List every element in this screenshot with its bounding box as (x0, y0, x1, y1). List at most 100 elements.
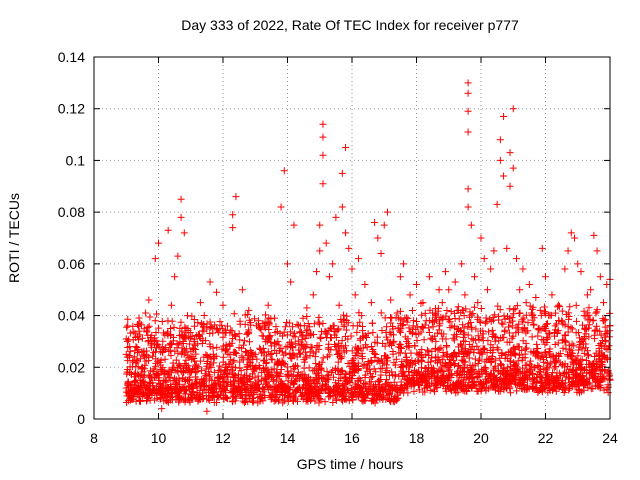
data-point (149, 352, 157, 360)
data-point (509, 369, 517, 377)
data-point (203, 320, 211, 328)
data-point (518, 316, 526, 324)
data-point (196, 299, 204, 307)
data-point (509, 345, 517, 353)
data-point (315, 313, 323, 321)
data-point (552, 362, 560, 370)
x-tick-label: 18 (409, 430, 425, 446)
data-point (252, 365, 260, 373)
data-point (450, 361, 458, 369)
data-point (273, 328, 281, 336)
data-point (503, 338, 511, 346)
data-point (532, 383, 540, 391)
data-point (256, 364, 264, 372)
data-point (325, 345, 333, 353)
data-point (396, 344, 404, 352)
data-point (161, 331, 169, 339)
data-point (225, 360, 233, 368)
data-point (142, 309, 150, 317)
data-point (575, 346, 583, 354)
data-point (361, 381, 369, 389)
data-point (478, 350, 486, 358)
data-point (568, 325, 576, 333)
data-point (179, 348, 187, 356)
data-point (232, 193, 240, 201)
data-point (366, 370, 374, 378)
data-point (249, 398, 257, 406)
data-points (122, 79, 614, 415)
data-point (169, 337, 177, 345)
data-point (155, 376, 162, 384)
data-point (499, 366, 507, 374)
data-point (122, 384, 130, 392)
data-point (346, 370, 354, 378)
data-point (165, 387, 173, 395)
data-point (510, 306, 518, 314)
data-point (452, 389, 460, 397)
data-point (515, 320, 523, 328)
data-point (170, 364, 178, 372)
data-point (602, 338, 610, 346)
data-point (330, 387, 338, 395)
data-point (564, 247, 572, 255)
y-tick-label: 0.08 (58, 204, 85, 220)
data-point (399, 317, 407, 325)
data-point (372, 390, 380, 398)
data-point (209, 385, 217, 393)
data-point (136, 355, 144, 363)
data-point (262, 352, 270, 360)
data-point (443, 343, 451, 351)
data-point (572, 370, 580, 378)
data-point (138, 363, 146, 371)
data-point (371, 353, 379, 361)
data-point (454, 306, 462, 314)
data-point (205, 368, 213, 376)
data-point (332, 395, 340, 403)
data-point (268, 356, 276, 364)
data-point (290, 371, 298, 379)
data-point (500, 172, 508, 180)
data-point (221, 346, 229, 354)
data-point (382, 369, 390, 377)
data-point (243, 330, 251, 338)
data-point (472, 336, 480, 344)
data-point (377, 250, 385, 258)
data-point (153, 369, 161, 377)
data-point (199, 321, 207, 329)
data-point (506, 370, 514, 378)
data-point (248, 394, 256, 402)
data-point (543, 333, 551, 341)
data-point (315, 361, 323, 369)
data-point (528, 362, 536, 370)
data-point (513, 387, 521, 395)
data-point (238, 384, 246, 392)
data-point (495, 384, 503, 392)
data-point (333, 350, 341, 358)
data-point (442, 312, 450, 320)
data-point (338, 337, 346, 345)
data-point (283, 318, 291, 326)
data-point (342, 326, 350, 334)
data-point (219, 333, 227, 341)
data-point (463, 370, 471, 378)
data-point (176, 393, 184, 401)
data-point (398, 358, 406, 366)
data-point (426, 386, 434, 394)
data-point (216, 318, 224, 326)
data-point (271, 314, 279, 322)
data-point (440, 352, 448, 360)
data-point (442, 335, 450, 343)
data-point (291, 377, 299, 385)
data-point (434, 346, 442, 354)
data-point (501, 375, 509, 383)
data-point (181, 360, 189, 368)
data-point (413, 336, 421, 344)
data-point (291, 393, 299, 401)
data-point (472, 325, 480, 333)
data-point (458, 260, 466, 268)
data-point (159, 337, 167, 345)
data-point (512, 255, 520, 263)
data-point (155, 343, 163, 351)
data-point (265, 332, 273, 340)
data-point (192, 361, 200, 369)
